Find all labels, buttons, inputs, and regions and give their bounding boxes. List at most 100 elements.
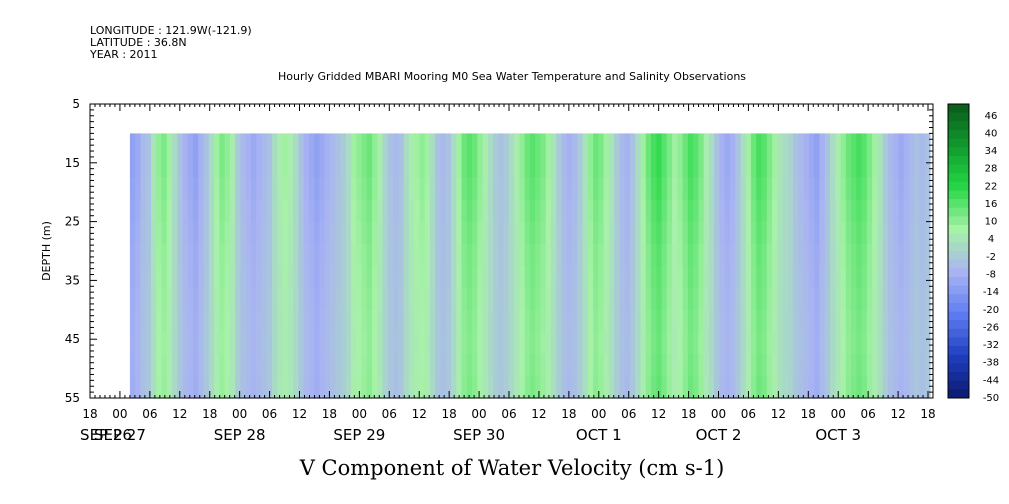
- heatmap-cell: [919, 375, 926, 399]
- heatmap-cell: [835, 243, 842, 267]
- heatmap-cell: [461, 331, 468, 355]
- heatmap-cell: [877, 331, 884, 355]
- heatmap-cell: [803, 375, 810, 399]
- heatmap-cell: [282, 353, 289, 377]
- heatmap-cell: [508, 199, 515, 223]
- heatmap-cell: [398, 287, 405, 311]
- heatmap-cell: [424, 199, 431, 223]
- heatmap-cell: [193, 177, 199, 201]
- heatmap-cell: [377, 375, 384, 399]
- heatmap-cell: [266, 331, 273, 355]
- heatmap-cell: [535, 177, 542, 201]
- heatmap-cell: [787, 155, 794, 179]
- heatmap-cell: [629, 353, 636, 377]
- heatmap-cell: [729, 221, 736, 245]
- heatmap-cell: [466, 331, 473, 355]
- heatmap-cell: [193, 133, 199, 157]
- heatmap-cell: [545, 133, 552, 157]
- heatmap-cell: [303, 331, 310, 355]
- heatmap-cell: [198, 331, 205, 355]
- heatmap-cell: [293, 287, 299, 311]
- heatmap-cell: [377, 177, 384, 201]
- heatmap-cell: [766, 199, 773, 223]
- heatmap-cell: [308, 375, 315, 399]
- heatmap-cell: [793, 265, 799, 289]
- heatmap-cell: [735, 375, 742, 399]
- heatmap-cell: [282, 133, 289, 157]
- heatmap-cell: [577, 353, 584, 377]
- heatmap-cell: [508, 309, 515, 333]
- heatmap-cell: [914, 287, 921, 311]
- heatmap-cell: [856, 133, 863, 157]
- colorbar-swatch: [948, 311, 969, 321]
- heatmap-cell: [398, 331, 405, 355]
- heatmap-cell: [456, 177, 463, 201]
- heatmap-cell: [903, 177, 910, 201]
- heatmap-cell: [435, 199, 442, 223]
- heatmap-cell: [472, 375, 478, 399]
- heatmap-cell: [235, 221, 242, 245]
- heatmap-cell: [466, 199, 473, 223]
- heatmap-cell: [624, 155, 631, 179]
- heatmap-cell: [893, 199, 900, 223]
- heatmap-cell: [372, 287, 378, 311]
- heatmap-cell: [635, 199, 642, 223]
- heatmap-cell: [172, 265, 178, 289]
- heatmap-cell: [566, 199, 573, 223]
- heatmap-cell: [924, 331, 931, 355]
- x-hour-label: 18: [442, 407, 457, 421]
- heatmap-cell: [656, 221, 663, 245]
- heatmap-cell: [324, 353, 331, 377]
- heatmap-cell: [129, 353, 136, 377]
- heatmap-cell: [482, 243, 489, 267]
- heatmap-cell: [261, 287, 268, 311]
- heatmap-cell: [540, 353, 547, 377]
- heatmap-cell: [766, 353, 773, 377]
- heatmap-cell: [277, 353, 284, 377]
- heatmap-cell: [414, 353, 421, 377]
- heatmap-cell: [429, 331, 436, 355]
- heatmap-cell: [714, 353, 721, 377]
- heatmap-cell: [214, 243, 220, 267]
- heatmap-cell: [808, 265, 815, 289]
- heatmap-cell: [172, 199, 178, 223]
- heatmap-cell: [745, 309, 752, 333]
- heatmap-cell: [293, 331, 299, 355]
- heatmap-cell: [861, 243, 868, 267]
- heatmap-cell: [893, 133, 900, 157]
- heatmap-cell: [777, 375, 784, 399]
- heatmap-cell: [829, 375, 836, 399]
- heatmap-cell: [382, 177, 389, 201]
- heatmap-cell: [829, 265, 836, 289]
- heatmap-cell: [282, 177, 289, 201]
- heatmap-cell: [282, 221, 289, 245]
- heatmap-cell: [482, 199, 489, 223]
- heatmap-cell: [382, 331, 389, 355]
- heatmap-cell: [703, 155, 710, 179]
- heatmap-cell: [408, 221, 415, 245]
- heatmap-cell: [129, 199, 136, 223]
- heatmap-cell: [224, 221, 231, 245]
- heatmap-cell: [772, 243, 778, 267]
- heatmap-cell: [287, 309, 294, 333]
- heatmap-cell: [461, 265, 468, 289]
- heatmap-cell: [514, 221, 521, 245]
- heatmap-cell: [482, 331, 489, 355]
- heatmap-cell: [177, 309, 184, 333]
- heatmap-cell: [277, 375, 284, 399]
- heatmap-cell: [477, 243, 484, 267]
- heatmap-cell: [193, 331, 199, 355]
- heatmap-cell: [240, 243, 247, 267]
- heatmap-cell: [277, 199, 284, 223]
- heatmap-cell: [687, 353, 694, 377]
- heatmap-cell: [703, 309, 710, 333]
- heatmap-cell: [661, 155, 668, 179]
- heatmap-cell: [435, 177, 442, 201]
- heatmap-cell: [719, 331, 726, 355]
- heatmap-cell: [808, 243, 815, 267]
- heatmap-cell: [714, 133, 721, 157]
- heatmap-cell: [261, 155, 268, 179]
- heatmap-cell: [666, 221, 673, 245]
- heatmap-cell: [887, 177, 894, 201]
- heatmap-cell: [724, 155, 731, 179]
